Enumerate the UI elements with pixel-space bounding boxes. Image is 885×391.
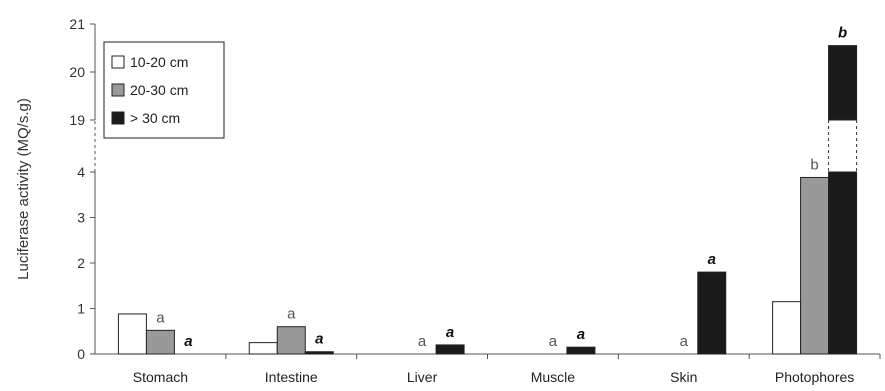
significance-label: b [838, 25, 847, 42]
significance-label: a [577, 326, 585, 343]
legend-swatch [111, 83, 125, 97]
legend-label: 20-30 cm [130, 82, 188, 98]
category-label: Photophores [775, 369, 854, 385]
bar [566, 346, 596, 355]
bar-lower [828, 171, 858, 355]
y-tick-label: 4 [77, 164, 85, 180]
legend: 10-20 cm 20-30 cm > 30 cm [103, 41, 225, 139]
bar [800, 176, 830, 355]
bar [117, 313, 147, 355]
y-tick-label: 1 [77, 301, 85, 317]
significance-label: a [156, 309, 165, 326]
significance-label: a [708, 251, 716, 268]
significance-label: a [446, 324, 454, 341]
y-tick-label: 3 [77, 210, 85, 226]
y-axis-label: Luciferase activity (MQ/s.g) [15, 98, 32, 280]
y-tick-label: 21 [69, 16, 85, 32]
bar [145, 329, 175, 355]
legend-label: 10-20 cm [130, 54, 188, 70]
bar [772, 301, 802, 355]
bar [304, 351, 334, 355]
legend-swatch [111, 111, 125, 125]
bar-upper [828, 45, 858, 121]
bar [435, 344, 465, 355]
significance-label: a [184, 333, 192, 350]
bar [276, 326, 306, 355]
y-tick-label: 2 [77, 255, 85, 271]
significance-label: a [680, 333, 689, 350]
bar [697, 271, 727, 355]
bar [248, 342, 278, 355]
y-tick-label: 19 [69, 112, 85, 128]
significance-label: a [549, 333, 558, 350]
significance-label: a [315, 331, 323, 348]
legend-swatch [111, 55, 125, 69]
y-tick-label: 0 [77, 346, 85, 362]
y-tick-label: 20 [69, 64, 85, 80]
significance-label: b [810, 156, 818, 173]
category-label: Liver [407, 369, 438, 385]
category-label: Stomach [133, 369, 188, 385]
category-label: Skin [670, 369, 697, 385]
category-label: Intestine [265, 369, 318, 385]
significance-label: a [287, 306, 296, 323]
category-label: Muscle [531, 369, 576, 385]
legend-label: > 30 cm [130, 110, 180, 126]
significance-label: a [418, 333, 427, 350]
